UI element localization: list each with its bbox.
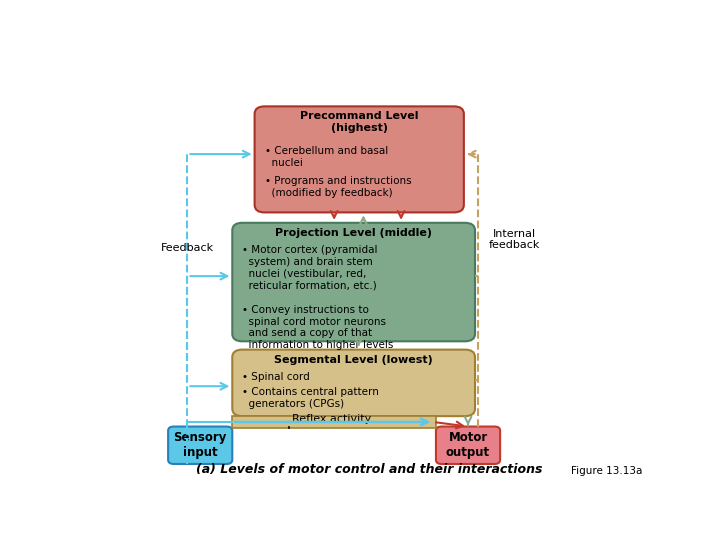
Text: Figure 13.13a: Figure 13.13a xyxy=(571,467,642,476)
Text: Motor
output: Motor output xyxy=(446,431,490,459)
FancyBboxPatch shape xyxy=(255,106,464,212)
Text: Reflex activity: Reflex activity xyxy=(292,415,372,424)
Text: • Contains central pattern
  generators (CPGs): • Contains central pattern generators (C… xyxy=(243,387,379,409)
FancyBboxPatch shape xyxy=(233,416,436,428)
FancyBboxPatch shape xyxy=(436,427,500,464)
Text: • Motor cortex (pyramidal
  system) and brain stem
  nuclei (vestibular, red,
  : • Motor cortex (pyramidal system) and br… xyxy=(243,245,378,290)
FancyBboxPatch shape xyxy=(168,427,233,464)
Text: Sensory
input: Sensory input xyxy=(174,431,227,459)
FancyBboxPatch shape xyxy=(233,223,475,341)
Text: Projection Level (middle): Projection Level (middle) xyxy=(275,228,432,238)
Text: Feedback: Feedback xyxy=(161,243,215,253)
Text: • Cerebellum and basal
  nuclei: • Cerebellum and basal nuclei xyxy=(265,146,388,168)
Text: Internal
feedback: Internal feedback xyxy=(488,228,540,250)
FancyBboxPatch shape xyxy=(233,349,475,416)
Text: Precommand Level
(highest): Precommand Level (highest) xyxy=(300,111,418,133)
Text: Segmental Level (lowest): Segmental Level (lowest) xyxy=(274,355,433,365)
Text: • Programs and instructions
  (modified by feedback): • Programs and instructions (modified by… xyxy=(265,176,411,198)
Text: • Convey instructions to
  spinal cord motor neurons
  and send a copy of that
 : • Convey instructions to spinal cord mot… xyxy=(243,305,394,350)
Text: • Spinal cord: • Spinal cord xyxy=(243,372,310,382)
Text: (a) Levels of motor control and their interactions: (a) Levels of motor control and their in… xyxy=(196,463,542,476)
